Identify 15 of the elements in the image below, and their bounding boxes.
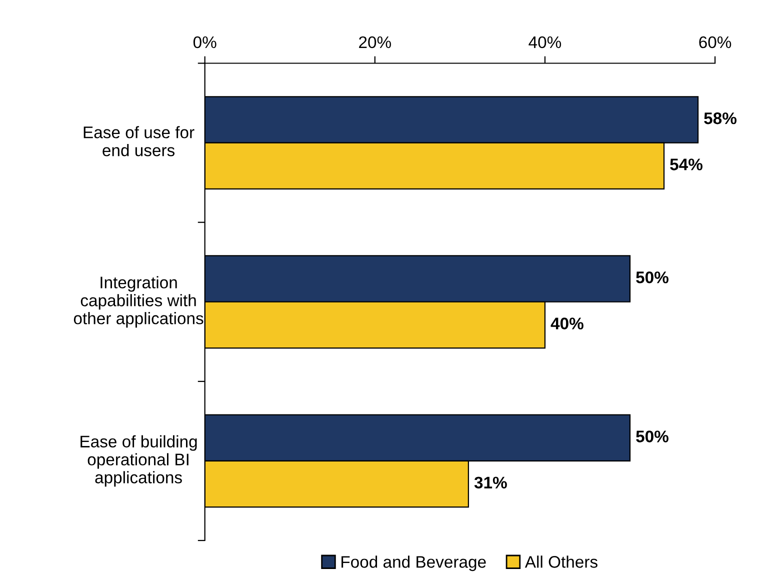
data-label: 40% [550, 318, 584, 330]
x-tick-label: 60% [699, 36, 732, 48]
data-label: 58% [704, 112, 736, 124]
data-label: 50% [636, 271, 668, 284]
data-label: 54% [670, 158, 702, 170]
y-tick-label: Integration capabilities with other applications [74, 276, 204, 328]
legend-label: All Others [524, 556, 598, 568]
x-tick-label: 40% [528, 36, 562, 48]
y-tick-label: Ease of use for end users [84, 126, 194, 156]
y-tick-label: Ease of building operational BI applications [80, 435, 197, 487]
x-tick-label: 20% [359, 36, 391, 48]
x-tick-label: 0% [193, 36, 216, 48]
data-label: 50% [636, 430, 668, 442]
data-label: 31% [474, 476, 507, 489]
legend-label: Food and Beverage [342, 556, 486, 572]
